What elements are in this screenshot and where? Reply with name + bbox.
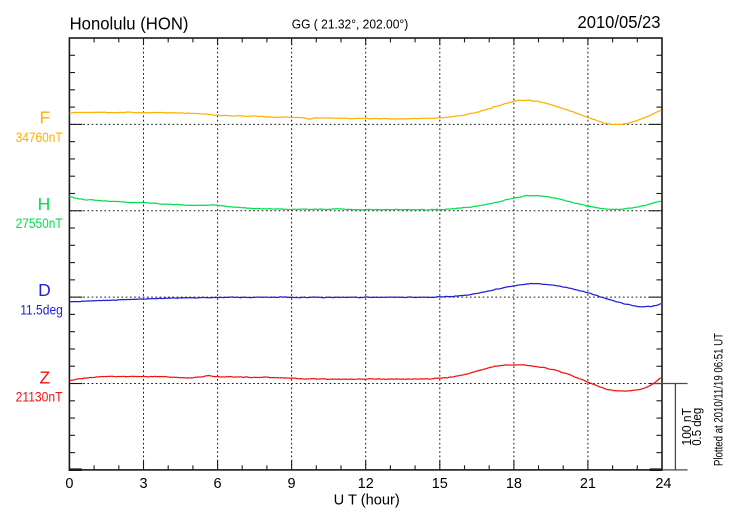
svg-text:12: 12 — [358, 476, 374, 492]
svg-text:2010/05/23: 2010/05/23 — [578, 12, 661, 32]
svg-text:GG ( 21.32°, 202.00°): GG ( 21.32°, 202.00°) — [292, 17, 408, 32]
svg-text:F: F — [39, 108, 50, 128]
svg-text:Plotted at 2010/11/19 06:51 UT: Plotted at 2010/11/19 06:51 UT — [714, 333, 726, 466]
svg-text:18: 18 — [506, 476, 522, 492]
svg-text:21130nT: 21130nT — [16, 390, 63, 405]
svg-text:21: 21 — [580, 476, 596, 492]
svg-text:U T (hour): U T (hour) — [334, 492, 400, 508]
svg-text:34760nT: 34760nT — [16, 130, 63, 145]
svg-text:9: 9 — [288, 476, 296, 492]
svg-text:0: 0 — [65, 476, 73, 492]
svg-text:15: 15 — [432, 476, 448, 492]
svg-text:D: D — [38, 280, 51, 300]
svg-text:100 nT: 100 nT — [679, 408, 694, 445]
svg-text:3: 3 — [139, 476, 147, 492]
svg-text:24: 24 — [655, 476, 671, 492]
svg-text:Honolulu (HON): Honolulu (HON) — [70, 13, 189, 33]
svg-text:H: H — [38, 194, 51, 214]
svg-text:0.5 deg: 0.5 deg — [689, 408, 704, 446]
svg-text:6: 6 — [214, 476, 222, 492]
svg-text:27550nT: 27550nT — [16, 216, 63, 231]
svg-text:11.5deg: 11.5deg — [20, 303, 63, 318]
svg-text:Z: Z — [39, 368, 50, 388]
